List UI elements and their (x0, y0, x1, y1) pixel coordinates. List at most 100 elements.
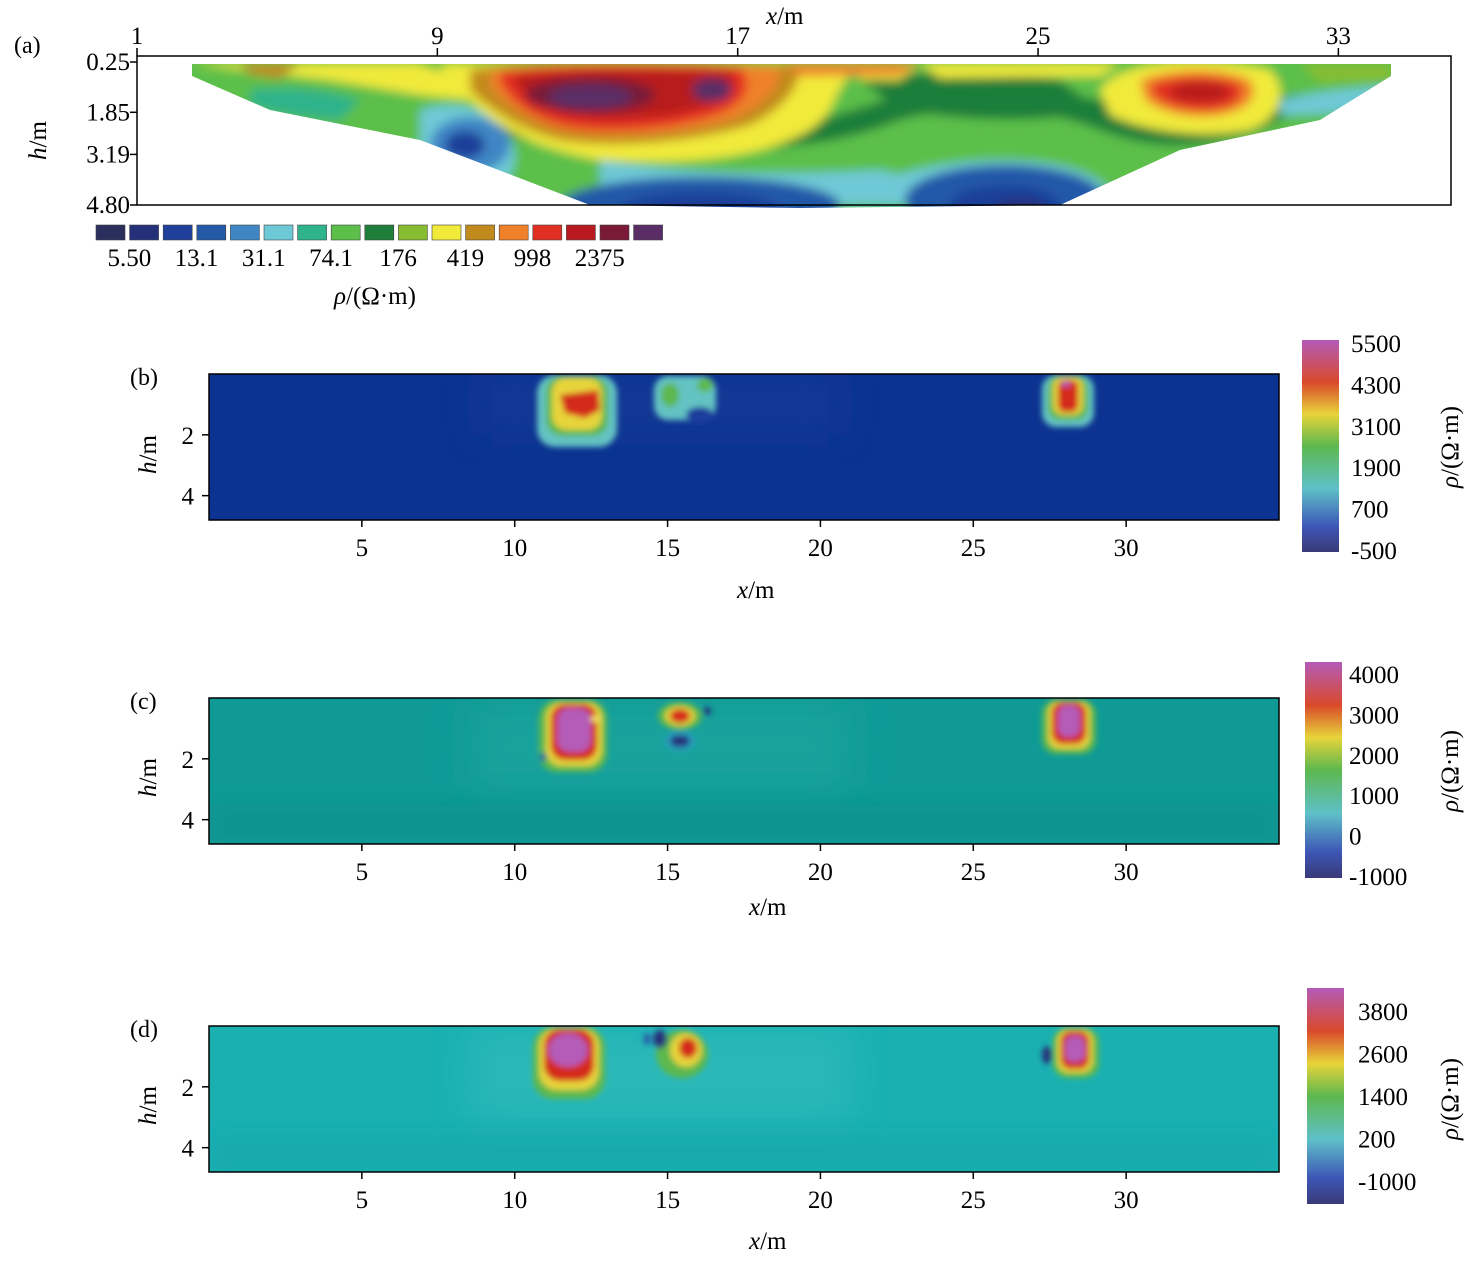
colorbar-tick-label: 3800 (1358, 999, 1408, 1026)
colorbar-tick-label: 4000 (1349, 662, 1399, 689)
colorbar-swatch (498, 224, 529, 241)
colorbar-tick-label: 700 (1351, 497, 1389, 524)
panel-d-yticks: 24 (182, 1075, 209, 1163)
colorbar-tick-label: 1400 (1358, 1084, 1408, 1111)
colorbar-tick-label: 3100 (1351, 414, 1401, 441)
panel-c-ylabel: h/m (135, 758, 162, 797)
panel-a-colorbar (95, 224, 663, 241)
colorbar-swatch (633, 224, 663, 241)
colorbar-tick-label: -500 (1351, 538, 1397, 565)
y-tick-label: 1.85 (86, 99, 130, 126)
colorbar-swatch (465, 224, 495, 241)
colorbar-swatch (297, 224, 327, 241)
x-tick-label: 25 (1026, 23, 1051, 50)
x-tick-label: 5 (356, 535, 369, 562)
y-tick-label: 2 (182, 423, 195, 450)
panel-d-frame (208, 1025, 1280, 1173)
colorbar-tick-label: 74.1 (309, 245, 353, 272)
x-tick-label: 30 (1114, 535, 1139, 562)
y-tick-label: 4 (182, 808, 195, 835)
panel-d-colorbar (1307, 988, 1344, 1204)
colorbar-tick-label: -1000 (1358, 1169, 1416, 1196)
panel-b-xticks: 5 10 15 20 25 30 (356, 520, 1139, 562)
panel-c-frame (208, 697, 1280, 845)
x-tick-label: 20 (808, 859, 833, 886)
panel-a-xticks: 1 9 17 25 33 (131, 23, 1351, 56)
panel-b-colorbar (1302, 340, 1339, 552)
colorbar-tick-label: 2375 (575, 245, 625, 272)
colorbar-swatch (95, 224, 126, 241)
colorbar-tick-label: 0 (1349, 824, 1362, 851)
panel-b-heatmap (209, 374, 1279, 520)
x-tick-label: 15 (655, 535, 680, 562)
panel-c: (c) (130, 662, 1464, 921)
panel-c-yticks: 24 (182, 747, 209, 835)
colorbar-tick-label: 31.1 (242, 245, 286, 272)
panel-d-xlabel: x/m (748, 1228, 787, 1255)
panel-d-xticks: 5 10 15 20 25 30 (356, 1172, 1139, 1214)
x-tick-label: 30 (1114, 859, 1139, 886)
panel-a-xlabel: x/m (765, 3, 804, 30)
colorbar-tick-label: 2000 (1349, 743, 1399, 770)
x-tick-label: 9 (431, 23, 444, 50)
x-tick-label: 10 (502, 535, 527, 562)
colorbar-swatch (431, 224, 462, 241)
x-tick-label: 5 (356, 859, 369, 886)
panel-a-colorbar-label: ρ/(Ω·m) (333, 283, 416, 310)
colorbar-tick-label: 4300 (1351, 372, 1401, 399)
panel-d-label: (d) (130, 1017, 158, 1043)
panel-a: (a) x/m 1 9 17 25 33 0.25 1.85 3.19 4.80 h/m (14, 3, 1452, 310)
panel-b-colorbar-ticks: 5500 4300 3100 1900 700 -500 (1351, 331, 1401, 565)
panel-b-ylabel: h/m (135, 435, 162, 474)
panel-a-ylabel: h/m (25, 121, 52, 160)
colorbar-swatch (129, 224, 159, 241)
y-tick-label: 4 (182, 484, 195, 511)
colorbar-tick-label: 3000 (1349, 702, 1399, 729)
colorbar-swatch (162, 224, 193, 241)
y-tick-label: 2 (182, 747, 195, 774)
colorbar-swatch (599, 224, 630, 241)
x-tick-label: 33 (1326, 23, 1351, 50)
panel-c-colorbar (1305, 662, 1342, 878)
y-tick-label: 3.19 (86, 141, 130, 168)
colorbar-tick-label: 176 (379, 245, 417, 272)
colorbar-tick-label: 998 (514, 245, 552, 272)
panel-c-label: (c) (130, 689, 157, 715)
colorbar-swatch (364, 224, 395, 241)
colorbar-swatch (263, 224, 294, 241)
colorbar-tick-label: 1000 (1349, 783, 1399, 810)
panel-c-xticks: 5 10 15 20 25 30 (356, 844, 1139, 886)
panel-b-frame (208, 373, 1280, 521)
colorbar-swatch (566, 224, 596, 241)
panel-a-colorbar-ticks: 5.50 13.1 31.1 74.1 176 419 998 2375 (107, 245, 624, 272)
colorbar-tick-label: -1000 (1349, 864, 1407, 891)
colorbar-swatch (330, 224, 361, 241)
x-tick-label: 25 (961, 1187, 986, 1214)
x-tick-label: 10 (502, 859, 527, 886)
y-tick-label: 0.25 (86, 49, 130, 76)
panel-c-heatmap (209, 698, 1279, 844)
x-tick-label: 25 (961, 535, 986, 562)
colorbar-tick-label: 200 (1358, 1127, 1396, 1154)
y-tick-label: 4.80 (86, 192, 130, 219)
colorbar-tick-label: 5500 (1351, 331, 1401, 358)
colorbar-tick-label: 13.1 (175, 245, 219, 272)
x-tick-label: 1 (131, 23, 144, 50)
x-tick-label: 30 (1114, 1187, 1139, 1214)
x-tick-label: 15 (655, 1187, 680, 1214)
colorbar-tick-label: 5.50 (107, 245, 151, 272)
x-tick-label: 20 (808, 1187, 833, 1214)
panel-a-frame (136, 55, 1452, 206)
colorbar-swatch (230, 224, 260, 241)
x-tick-label: 20 (808, 535, 833, 562)
colorbar-swatch (398, 224, 428, 241)
panel-c-colorbar-label: ρ/(Ω·m) (1437, 730, 1464, 813)
panel-c-colorbar-ticks: 4000 3000 2000 1000 0 -1000 (1349, 662, 1407, 891)
panel-b-label: (b) (130, 365, 158, 391)
x-tick-label: 10 (502, 1187, 527, 1214)
y-tick-label: 4 (182, 1136, 195, 1163)
panel-b-yticks: 24 (182, 423, 209, 511)
panel-b-xlabel: x/m (736, 577, 775, 604)
colorbar-swatch (532, 224, 563, 241)
